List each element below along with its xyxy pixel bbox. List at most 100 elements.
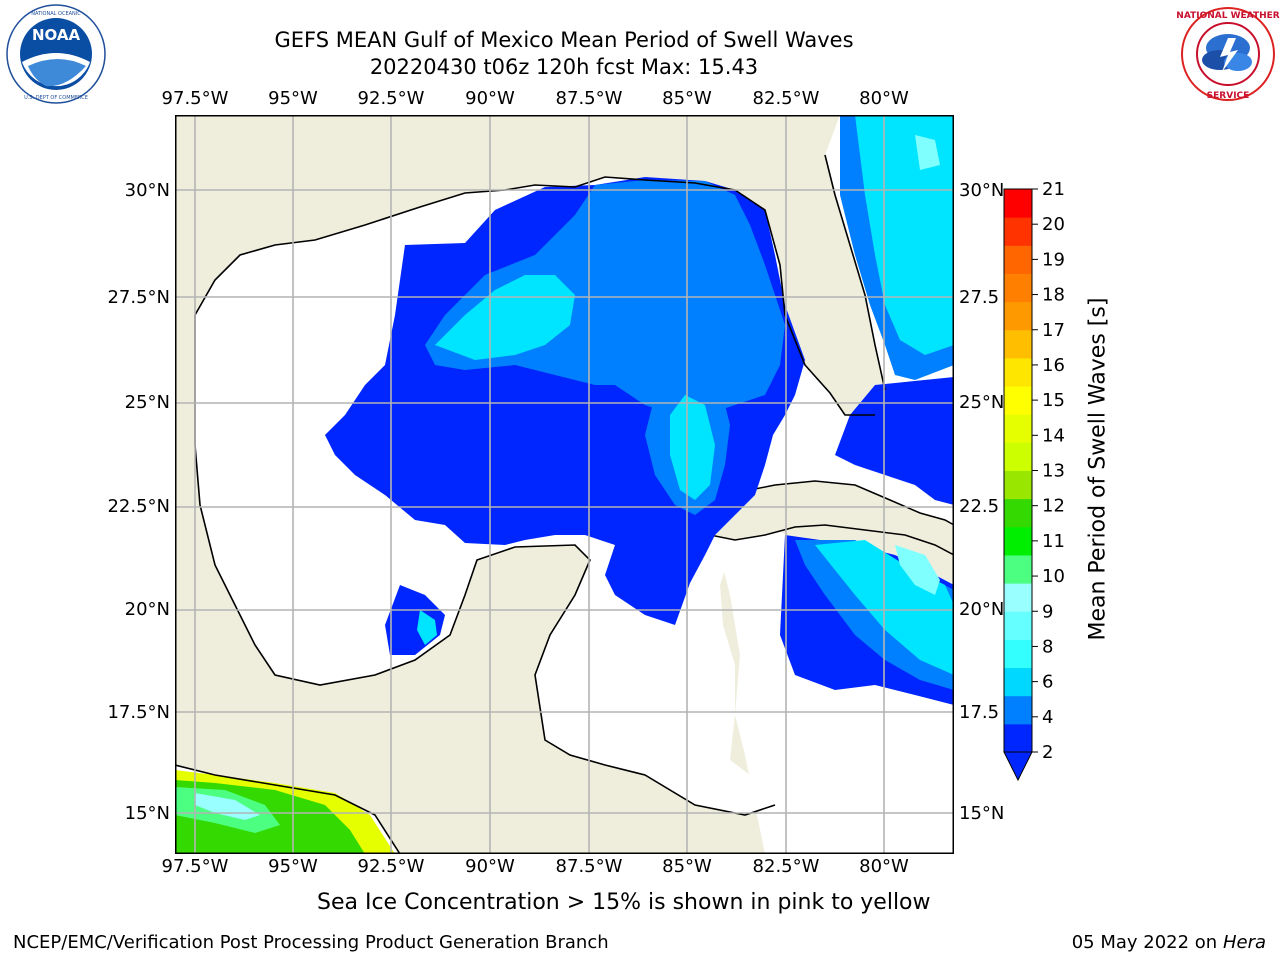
colorbar-segment [1004,526,1032,556]
colorbar-segment [1004,245,1032,274]
lon-label: 85°W [662,88,712,109]
lat-label: 30°N [959,180,1005,201]
svg-text:SERVICE: SERVICE [1207,91,1250,101]
lon-label: 82.5°W [752,88,820,109]
colorbar: 2 4 6 8 9 10 11 12 13 14 15 16 17 18 19 20 21 [1003,180,1065,782]
colorbar-segment [1004,189,1032,218]
lon-label: 95°W [268,856,318,877]
colorbar-segment [1004,386,1032,415]
lon-label: 90°W [465,88,515,109]
lon-label: 87.5°W [555,88,623,109]
swell-band-6-8-atlantic [855,115,954,355]
lat-label: 17.5°N [107,702,170,723]
colorbar-segment [1004,554,1032,584]
lon-label: 92.5°W [357,88,425,109]
colorbar-tick-label: 19 [1042,249,1065,270]
colorbar-tick-label: 10 [1042,566,1065,587]
lon-label: 87.5°W [555,856,623,877]
swell-band-2-4-east [835,377,954,505]
colorbar-under-arrow [1003,751,1033,782]
colorbar-tick-label: 2 [1042,742,1053,763]
noaa-logo-icon: NOAA NATIONAL OCEANIC U.S. DEPT OF COMME… [6,4,106,104]
colorbar-label: Mean Period of Swell Waves [s] [1085,297,1111,641]
colorbar-tick-label: 21 [1042,180,1065,200]
colorbar-tick-label: 20 [1042,214,1065,235]
sea-ice-caption: Sea Ice Concentration > 15% is shown in … [317,890,931,915]
footer-credit: NCEP/EMC/Verification Post Processing Pr… [13,932,609,953]
lat-label: 25°N [959,392,1005,413]
lat-label: 15°N [124,803,170,824]
colorbar-tick-label: 11 [1042,531,1065,552]
colorbar-segment [1004,611,1032,640]
lat-label: 22.5 [959,496,1000,517]
lon-label: 85°W [662,856,712,877]
swell-band-8-9-atlantic [915,135,940,170]
colorbar-segment [1004,470,1032,500]
map-frame [175,115,954,854]
footer-date: 05 May 2022 on Hera [1072,932,1266,953]
lon-label: 97.5°W [161,88,229,109]
florida-east-coast [824,154,886,391]
map-subtitle: 20220430 t06z 120h fcst Max: 15.43 [369,55,759,79]
lat-label: 15°N [959,803,1005,824]
colorbar-ticks: 2 4 6 8 9 10 11 12 13 14 15 16 17 18 19 20 21 [1032,180,1065,763]
lon-label: 97.5°W [161,856,229,877]
lon-label: 92.5°W [357,856,425,877]
lat-label: 22.5°N [107,496,170,517]
lon-label: 95°W [268,88,318,109]
colorbar-tick-label: 12 [1042,496,1065,517]
colorbar-segment [1004,301,1032,331]
lon-label: 82.5°W [752,856,820,877]
ice-field [175,770,395,854]
lat-label: 27.5 [959,287,1000,308]
lat-label: 20°N [959,599,1005,620]
svg-text:NOAA: NOAA [32,26,81,44]
colorbar-tick-label: 15 [1042,390,1065,411]
colorbar-segment [1004,639,1032,669]
svg-text:NATIONAL WEATHER: NATIONAL WEATHER [1176,11,1279,21]
colorbar-segment [1004,414,1032,443]
svg-text:U.S. DEPT OF COMMERCE: U.S. DEPT OF COMMERCE [24,95,88,101]
lat-label: 20°N [124,599,170,620]
colorbar-segment [1004,695,1032,725]
graticule [175,115,954,854]
svg-text:NATIONAL OCEANIC: NATIONAL OCEANIC [31,11,81,17]
swell-band-8-9 [895,545,940,595]
colorbar-segment [1004,329,1032,359]
colorbar-segment [1004,723,1032,753]
colorbar-tick-label: 14 [1042,425,1065,446]
lat-label: 25°N [124,392,170,413]
gulf-map [175,115,954,854]
gulf-coastline [194,176,875,416]
colorbar-tick-label: 13 [1042,461,1065,482]
mexico-coastline [194,315,776,816]
lat-label: 27.5°N [107,287,170,308]
pacific-coastline [175,764,401,854]
swell-band-6-8-bay [417,610,437,645]
footer-date-text: 05 May 2022 on [1071,932,1218,953]
lat-label: 30°N [124,180,170,201]
colorbar-tick-label: 17 [1042,320,1065,341]
map-title: GEFS MEAN Gulf of Mexico Mean Period of … [274,28,854,52]
swell-band-6-8-south [670,395,715,500]
colorbar-segment [1004,583,1032,612]
lat-label: 17.5 [959,702,1000,723]
cuba-land [699,480,954,556]
lon-label: 80°W [859,88,909,109]
colorbar-tick-label: 9 [1042,601,1053,622]
colorbar-segments [1004,189,1032,753]
colorbar-tick-label: 8 [1042,636,1053,657]
nws-logo-icon: NATIONAL WEATHER SERVICE [1176,7,1280,101]
lon-label: 90°W [465,856,515,877]
colorbar-segment [1004,442,1032,471]
colorbar-segment [1004,357,1032,387]
lon-label: 80°W [859,856,909,877]
colorbar-tick-label: 18 [1042,285,1065,306]
colorbar-segment [1004,667,1032,697]
colorbar-segment [1004,273,1032,303]
footer-machine: Hera [1222,932,1266,953]
coastlines [175,154,886,854]
colorbar-tick-label: 4 [1042,707,1053,728]
colorbar-tick-label: 6 [1042,672,1053,693]
colorbar-segment [1004,498,1032,528]
